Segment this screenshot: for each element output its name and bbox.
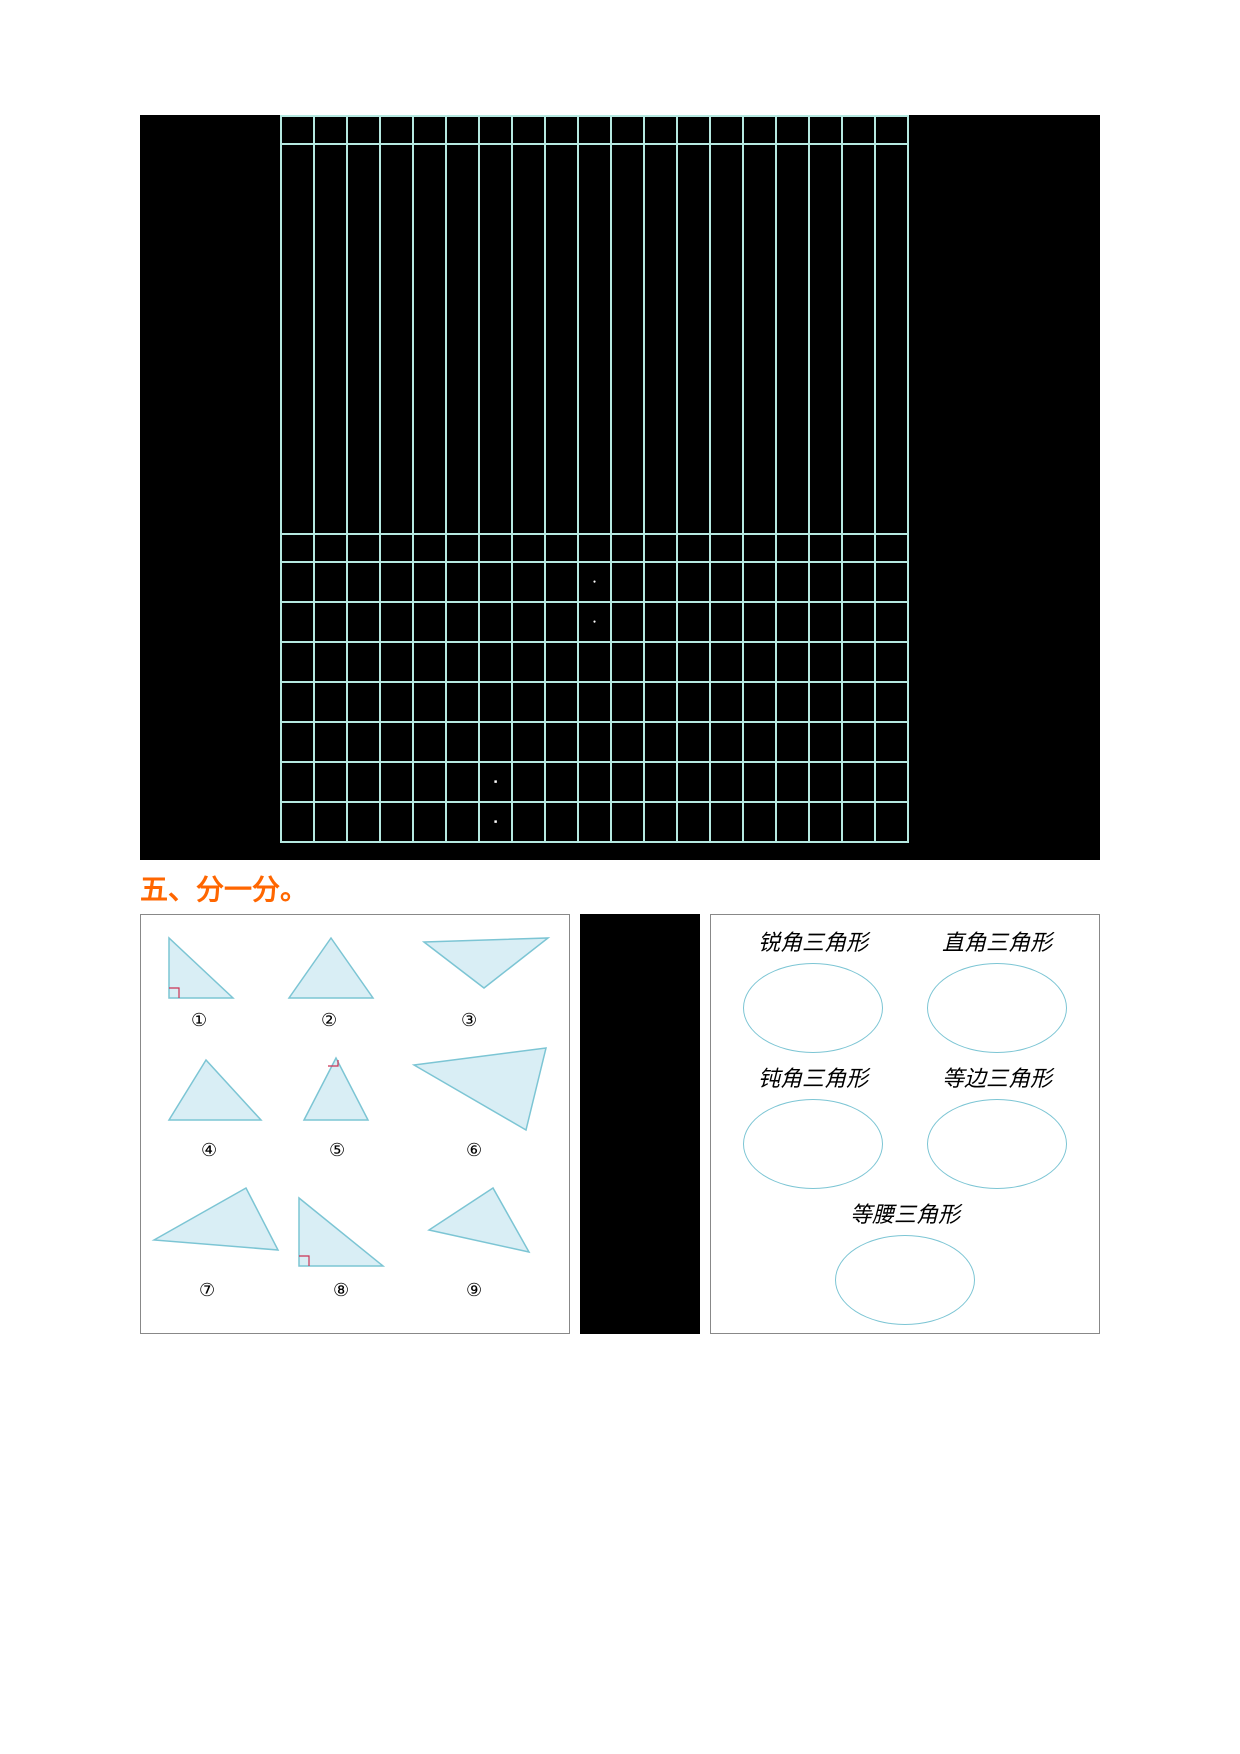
triangle-label-7: ⑦ [199, 1280, 215, 1301]
black-grid-region: ● ● ■ ■ [140, 115, 1100, 860]
grid-row: ● [281, 562, 908, 602]
triangle-1 [161, 930, 241, 1005]
triangle-2 [281, 930, 381, 1005]
triangle-label-1: ① [191, 1010, 207, 1031]
triangle-label-6: ⑥ [466, 1140, 482, 1161]
grid-row-top [281, 116, 908, 144]
category-label: 等边三角形 [927, 1061, 1067, 1093]
triangle-label-9: ⑨ [466, 1280, 482, 1301]
panels-row: ① ② ③ ④ ⑤ ⑥ [140, 914, 1100, 1334]
category-row-2: 钝角三角形 等边三角形 [721, 1061, 1089, 1189]
category-oval [927, 1099, 1067, 1189]
grid-row [281, 682, 908, 722]
grid-table: ● ● ■ ■ [280, 115, 909, 843]
category-isosceles: 等腰三角形 [835, 1197, 975, 1325]
triangle-label-3: ③ [461, 1010, 477, 1031]
grid-row: ■ [281, 802, 908, 842]
triangle-9 [421, 1180, 541, 1265]
category-oval [743, 963, 883, 1053]
triangle-label-2: ② [321, 1010, 337, 1031]
category-row-1: 锐角三角形 直角三角形 [721, 925, 1089, 1053]
category-row-3: 等腰三角形 [721, 1197, 1089, 1325]
panel-gap [580, 914, 700, 1334]
category-label: 直角三角形 [927, 925, 1067, 957]
category-oval [927, 963, 1067, 1053]
grid-row [281, 722, 908, 762]
triangle-label-5: ⑤ [329, 1140, 345, 1161]
triangle-7 [146, 1180, 286, 1260]
category-oval [835, 1235, 975, 1325]
triangle-4 [161, 1050, 271, 1130]
category-oval [743, 1099, 883, 1189]
category-label: 钝角三角形 [743, 1061, 883, 1093]
category-label: 等腰三角形 [835, 1197, 975, 1229]
category-equilateral: 等边三角形 [927, 1061, 1067, 1189]
grid-row [281, 642, 908, 682]
section-title: 五、分一分。 [140, 868, 1100, 908]
category-right: 直角三角形 [927, 925, 1067, 1053]
triangle-label-8: ⑧ [333, 1280, 349, 1301]
grid-row-mid [281, 534, 908, 562]
category-acute: 锐角三角形 [743, 925, 883, 1053]
triangle-label-4: ④ [201, 1140, 217, 1161]
triangle-5 [296, 1050, 381, 1135]
triangle-8 [291, 1190, 391, 1275]
triangle-6 [406, 1040, 556, 1140]
category-label: 锐角三角形 [743, 925, 883, 957]
triangles-panel: ① ② ③ ④ ⑤ ⑥ [140, 914, 570, 1334]
page-content: ● ● ■ ■ [140, 115, 1100, 1334]
grid-row-tall [281, 144, 908, 534]
grid-row: ■ [281, 762, 908, 802]
grid-row: ● [281, 602, 908, 642]
category-obtuse: 钝角三角形 [743, 1061, 883, 1189]
categories-panel: 锐角三角形 直角三角形 钝角三角形 等边三角形 [710, 914, 1100, 1334]
triangle-3 [416, 930, 556, 1005]
